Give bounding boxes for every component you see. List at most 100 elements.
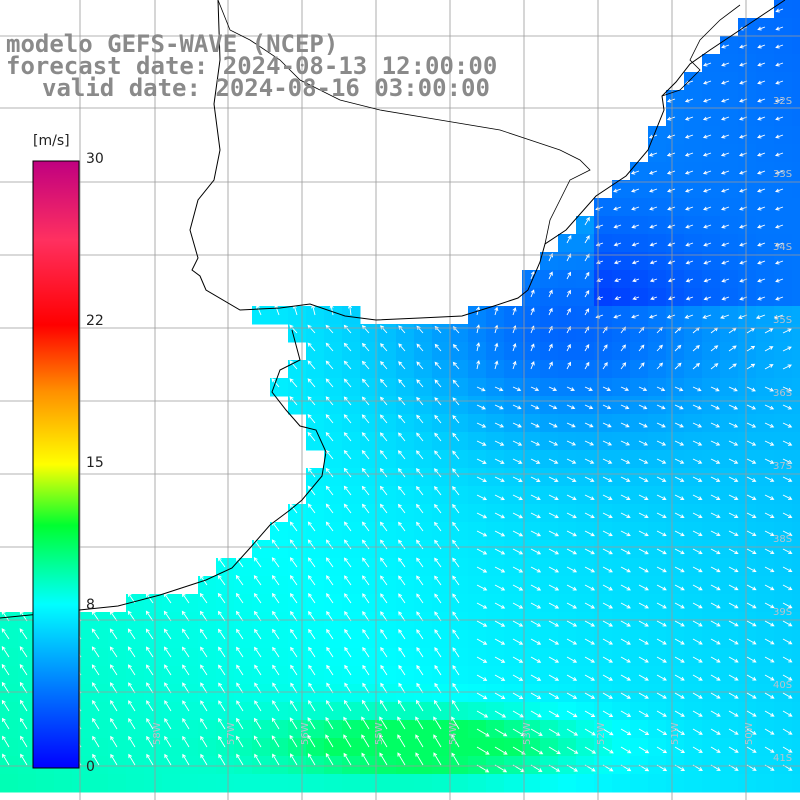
wind-arrow (632, 296, 640, 301)
field-cell (432, 648, 451, 667)
wind-arrow (182, 664, 190, 676)
field-cell (504, 306, 523, 325)
wind-arrow (674, 422, 684, 428)
field-cell (414, 738, 433, 757)
wind-arrow (692, 344, 700, 352)
wind-arrow (702, 134, 712, 139)
wind-arrow (684, 314, 694, 319)
wind-arrow (782, 494, 793, 500)
field-cell (792, 702, 800, 721)
field-cell (792, 72, 800, 91)
wind-arrow (415, 734, 424, 748)
field-cell (792, 162, 800, 181)
wind-arrow (110, 753, 118, 766)
wind-arrow (380, 539, 388, 550)
wind-arrow (307, 717, 316, 730)
field-cell (252, 666, 271, 685)
field-cell (54, 774, 73, 793)
wind-arrow (782, 512, 793, 518)
field-cell (342, 522, 361, 541)
wind-arrow (584, 308, 590, 316)
field-cell (324, 666, 343, 685)
field-cell (90, 774, 109, 793)
wind-arrow (764, 710, 775, 717)
wind-arrow (434, 485, 442, 496)
field-cell (432, 378, 451, 397)
wind-arrow (19, 646, 28, 658)
field-cell (594, 774, 613, 793)
field-cell (18, 630, 37, 649)
wind-arrow (128, 753, 136, 766)
wind-arrow (584, 746, 597, 754)
wind-arrow (380, 611, 388, 622)
field-cell (540, 342, 559, 361)
field-cell (0, 666, 19, 685)
wind-arrow (764, 512, 775, 518)
field-cell (252, 756, 271, 775)
latitude-label: 35S (773, 315, 792, 326)
field-cell (738, 36, 757, 55)
wind-arrow (721, 116, 730, 121)
field-cell (18, 612, 37, 631)
field-cell (252, 630, 271, 649)
wind-arrow (620, 440, 631, 446)
field-cell (702, 180, 721, 199)
wind-arrow (164, 700, 172, 712)
wind-arrow (476, 458, 487, 464)
wind-arrow (290, 753, 298, 766)
wind-arrow (674, 362, 682, 370)
wind-arrow (494, 476, 505, 483)
field-cell (216, 720, 235, 739)
wind-arrow (452, 361, 460, 370)
field-cell (792, 378, 800, 397)
field-cell (792, 774, 800, 793)
field-cell (432, 558, 451, 577)
wind-arrow (684, 134, 694, 139)
wind-arrow (656, 602, 667, 609)
field-cell (162, 738, 181, 757)
field-cell (774, 288, 793, 307)
field-cell (486, 324, 505, 343)
field-cell (558, 774, 577, 793)
wind-arrow (728, 386, 738, 392)
wind-arrow (584, 458, 595, 464)
wind-arrow (721, 242, 730, 247)
wind-arrow (584, 656, 596, 663)
field-cell (90, 720, 109, 739)
field-cell (360, 576, 379, 595)
wind-arrow (667, 206, 676, 211)
wind-arrow (566, 674, 578, 681)
wind-arrow (164, 682, 172, 694)
wind-arrow (702, 152, 712, 157)
field-cell (792, 144, 800, 163)
wind-arrow (746, 728, 757, 735)
wind-arrow (703, 224, 712, 229)
wind-arrow (602, 476, 613, 482)
wind-arrow (667, 188, 676, 193)
field-cell (306, 504, 325, 523)
wind-arrow (19, 628, 28, 640)
wind-arrow (602, 620, 614, 627)
field-cell (360, 414, 379, 433)
wind-arrow (602, 692, 614, 699)
wind-arrow (379, 432, 388, 442)
wind-arrow (530, 289, 535, 298)
field-cell (180, 666, 199, 685)
wind-arrow (674, 386, 684, 392)
field-cell (270, 558, 289, 577)
wind-arrow (638, 440, 649, 446)
field-cell (0, 774, 19, 793)
wind-arrow (721, 80, 730, 85)
wind-arrow (512, 404, 522, 410)
wind-arrow (271, 557, 280, 568)
field-cell (144, 594, 163, 613)
field-cell (414, 432, 433, 451)
wind-arrow (584, 584, 596, 591)
field-cell (432, 720, 451, 739)
wind-arrow (308, 700, 316, 712)
field-cell (684, 252, 703, 271)
wind-arrow (325, 378, 334, 388)
wind-arrow (494, 386, 504, 392)
wind-arrow (307, 753, 316, 766)
field-cell (792, 450, 800, 469)
